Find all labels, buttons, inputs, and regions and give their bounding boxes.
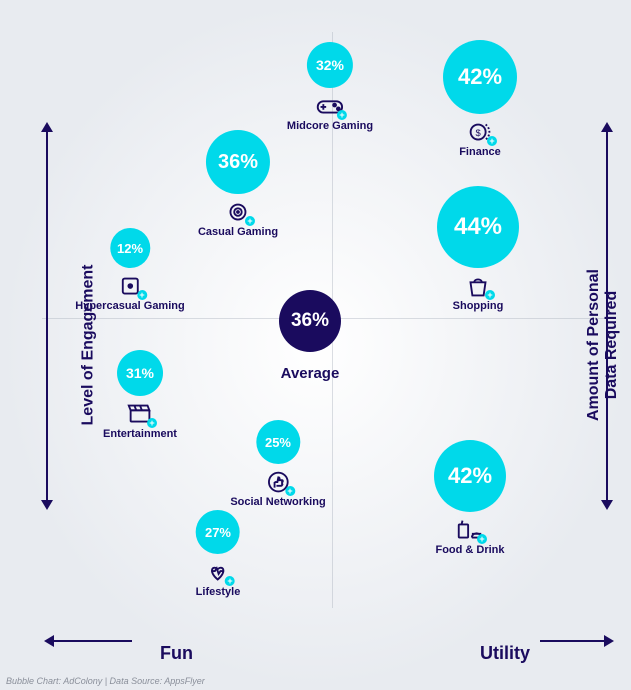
gamepad-icon (315, 94, 345, 118)
bubble-value: 36% (206, 130, 270, 194)
bubble-casual-gaming: 36% Casual Gaming (198, 130, 278, 238)
bubble-value: 31% (117, 350, 163, 396)
fun-label: Fun (160, 643, 193, 664)
plus-badge-icon (147, 418, 157, 428)
left-axis-arrow (46, 130, 48, 500)
bubble-value: 32% (307, 42, 353, 88)
bubble-value: 27% (196, 510, 240, 554)
plus-badge-icon (285, 486, 295, 496)
right-axis-arrow-down (601, 500, 613, 510)
center-label: Average (281, 365, 340, 382)
target-icon (223, 200, 253, 224)
bubble-food-drink: 42% Food & Drink (434, 440, 506, 556)
bubble-value: 12% (110, 228, 150, 268)
plus-badge-icon (225, 576, 235, 586)
plus-badge-icon (337, 110, 347, 120)
bubble-value: 42% (434, 440, 506, 512)
credit-line: Bubble Chart: AdColony | Data Source: Ap… (6, 676, 205, 686)
bubble-label: Lifestyle (196, 586, 241, 598)
plus-badge-icon (487, 136, 497, 146)
center-bubble: 36% (279, 290, 341, 352)
left-axis-arrow-up (41, 122, 53, 132)
bubble-value: 25% (256, 420, 300, 464)
clapper-icon (125, 402, 155, 426)
bubble-label: Social Networking (230, 496, 325, 508)
dollar-icon: $ (465, 120, 495, 144)
plus-badge-icon (477, 534, 487, 544)
bubble-label: Casual Gaming (198, 226, 278, 238)
right-axis-arrow-up (601, 122, 613, 132)
bubble-lifestyle: 27% Lifestyle (196, 510, 241, 598)
left-axis-arrow-down (41, 500, 53, 510)
thumb-icon (263, 470, 293, 494)
utility-arrow-tip (604, 635, 614, 647)
bubble-hypercasual: 12% Hypercasual Gaming (75, 228, 184, 312)
utility-label: Utility (480, 643, 530, 664)
plus-badge-icon (245, 216, 255, 226)
fun-arrow-line (54, 640, 132, 642)
plus-badge-icon (485, 290, 495, 300)
plus-badge-icon (137, 290, 147, 300)
bubble-shopping: 44% Shopping (437, 186, 519, 312)
bubble-finance: 42% $ Finance (443, 40, 517, 158)
bubble-label: Hypercasual Gaming (75, 300, 184, 312)
bubble-midcore-gaming: 32% Midcore Gaming (287, 42, 373, 132)
bubble-value: 44% (437, 186, 519, 268)
fun-arrow-tip (44, 635, 54, 647)
bubble-label: Shopping (437, 300, 519, 312)
right-axis-label: Amount of Personal Data Required (585, 245, 621, 445)
bubble-entertainment: 31% Entertainment (103, 350, 177, 440)
square-icon (115, 274, 145, 298)
bubble-label: Entertainment (103, 428, 177, 440)
bubble-label: Finance (443, 146, 517, 158)
bubble-social: 25% Social Networking (230, 420, 325, 508)
svg-text:$: $ (476, 128, 482, 138)
bubble-value: 42% (443, 40, 517, 114)
center-value: 36% (279, 290, 341, 352)
utility-arrow-line (540, 640, 604, 642)
heart-icon (203, 560, 233, 584)
food-icon (455, 518, 485, 542)
bag-icon (463, 274, 493, 298)
bubble-label: Food & Drink (434, 544, 506, 556)
bubble-label: Midcore Gaming (287, 120, 373, 132)
